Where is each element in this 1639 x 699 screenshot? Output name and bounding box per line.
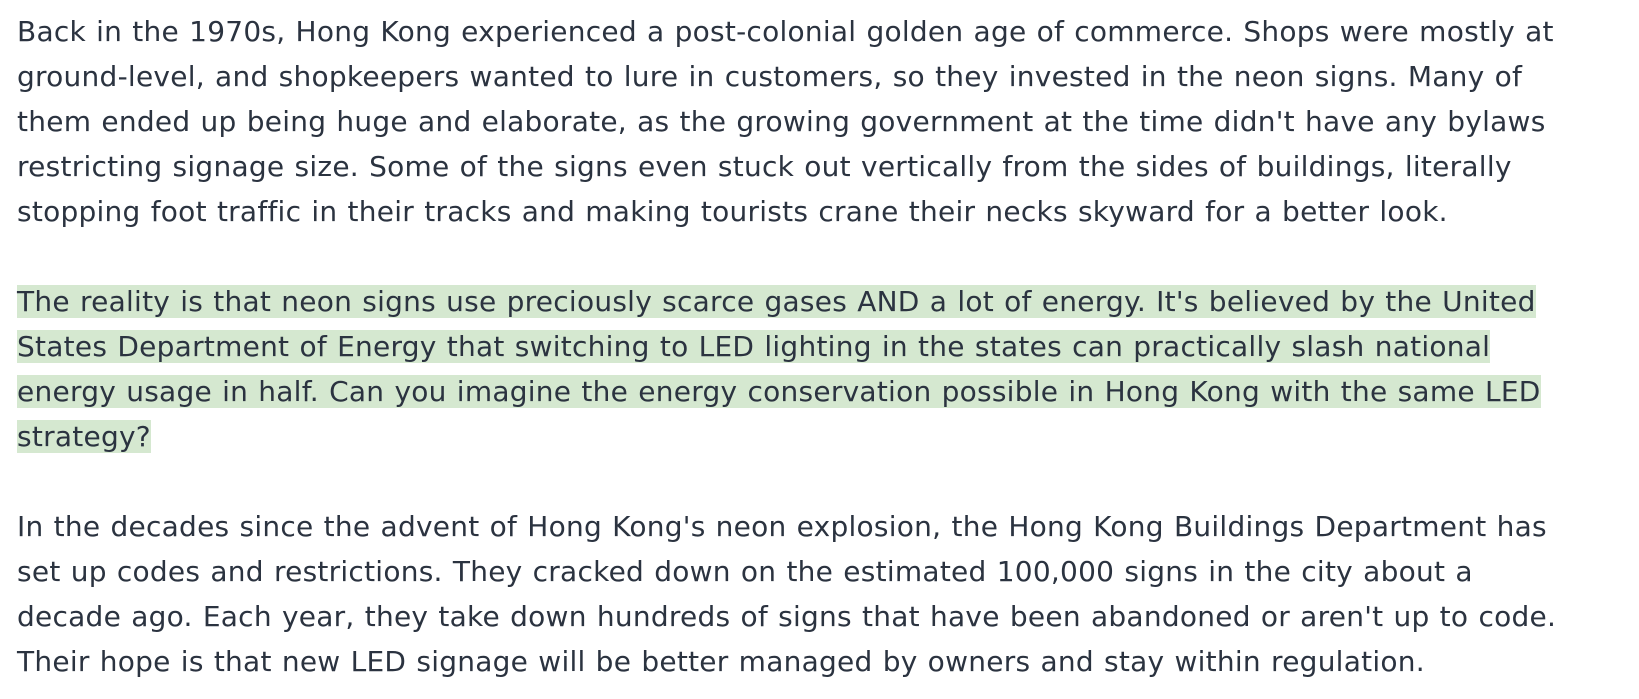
article-body: Back in the 1970s, Hong Kong experienced… [17,9,1639,684]
text-line: stopping foot traffic in their tracks an… [17,195,1448,228]
text-line: set up codes and restrictions. They crac… [17,555,1473,588]
paragraph-highlighted-energy[interactable]: The reality is that neon signs use preci… [17,279,1639,459]
highlighted-text-line[interactable]: energy usage in half. Can you imagine th… [17,375,1541,408]
text-line: restricting signage size. Some of the si… [17,150,1512,183]
text-line: decade ago. Each year, they take down hu… [17,600,1557,633]
paragraph-regulations: In the decades since the advent of Hong … [17,504,1639,684]
text-line: them ended up being huge and elaborate, … [17,105,1546,138]
highlighted-text-line[interactable]: strategy? [17,420,151,453]
text-line: ground-level, and shopkeepers wanted to … [17,60,1523,93]
paragraph-neon-history: Back in the 1970s, Hong Kong experienced… [17,9,1639,234]
text-line: Their hope is that new LED signage will … [17,645,1425,678]
highlighted-text-line[interactable]: The reality is that neon signs use preci… [17,285,1536,318]
text-line: Back in the 1970s, Hong Kong experienced… [17,15,1554,48]
text-line: In the decades since the advent of Hong … [17,510,1547,543]
highlighted-text-line[interactable]: States Department of Energy that switchi… [17,330,1491,363]
